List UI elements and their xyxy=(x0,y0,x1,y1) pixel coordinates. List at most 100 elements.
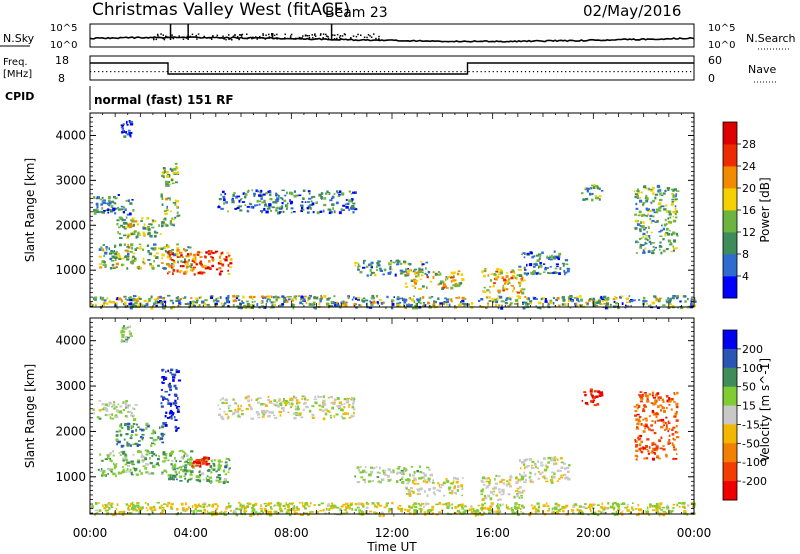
data-cell xyxy=(533,263,535,266)
data-cell xyxy=(292,303,294,306)
data-cell xyxy=(586,302,589,305)
nave-dot xyxy=(363,71,365,73)
data-cell xyxy=(118,258,122,260)
data-cell xyxy=(526,263,528,267)
data-cell xyxy=(496,268,500,271)
data-cell xyxy=(463,511,467,514)
data-cell xyxy=(291,404,294,407)
data-cell xyxy=(577,300,580,303)
data-cell xyxy=(501,490,505,493)
data-cell xyxy=(227,404,231,407)
data-cell xyxy=(187,461,191,464)
data-cell xyxy=(345,205,349,209)
data-cell xyxy=(124,208,127,211)
data-cell xyxy=(408,269,412,272)
data-cell xyxy=(547,456,551,460)
data-cell xyxy=(308,197,312,200)
data-cell xyxy=(147,472,152,475)
data-cell xyxy=(643,404,646,407)
data-cell xyxy=(194,257,197,260)
nave-dot xyxy=(214,71,216,73)
data-cell xyxy=(237,299,241,301)
data-cell xyxy=(667,187,670,190)
data-cell xyxy=(149,506,152,510)
data-cell xyxy=(398,504,402,507)
data-cell xyxy=(162,451,166,453)
data-cell xyxy=(406,493,410,495)
data-cell xyxy=(658,398,661,401)
data-cell xyxy=(675,216,678,219)
data-cell xyxy=(593,404,597,407)
data-cell xyxy=(529,480,533,483)
data-cell xyxy=(315,296,319,300)
data-cell xyxy=(100,210,104,214)
date-label: 02/May/2016 xyxy=(583,2,681,20)
data-cell xyxy=(657,396,661,400)
data-cell xyxy=(507,493,511,496)
data-cell xyxy=(206,505,208,508)
data-cell xyxy=(673,401,676,403)
data-cell xyxy=(102,470,106,473)
data-cell xyxy=(591,395,594,398)
data-cell xyxy=(146,217,150,220)
data-cell xyxy=(177,173,180,176)
data-cell xyxy=(118,297,122,301)
data-cell xyxy=(164,180,169,183)
data-cell xyxy=(136,247,139,249)
data-cell xyxy=(308,294,312,298)
data-cell xyxy=(161,257,163,260)
data-region xyxy=(191,456,211,468)
y-tick-label: 4000 xyxy=(55,334,86,348)
data-cell xyxy=(122,219,126,221)
data-cell xyxy=(682,501,686,505)
data-cell xyxy=(452,272,455,275)
data-cell xyxy=(155,305,158,307)
data-cell xyxy=(160,437,164,440)
data-cell xyxy=(311,416,315,419)
data-cell xyxy=(612,506,616,509)
data-cell xyxy=(655,506,659,509)
data-cell xyxy=(155,256,159,259)
data-cell xyxy=(401,472,405,476)
data-cell xyxy=(161,174,165,177)
data-cell xyxy=(215,470,218,473)
data-cell xyxy=(259,507,263,510)
data-cell xyxy=(487,477,490,480)
data-cell xyxy=(219,464,222,467)
data-cell xyxy=(656,455,660,458)
colorbar-tick-label: 20 xyxy=(742,182,756,195)
data-cell xyxy=(227,410,230,412)
data-cell xyxy=(245,506,247,509)
data-cell xyxy=(105,409,109,412)
data-cell xyxy=(408,297,411,300)
nave-dot xyxy=(202,71,204,73)
data-cell xyxy=(648,393,652,396)
data-cell xyxy=(646,398,649,401)
data-cell xyxy=(113,250,115,253)
data-cell xyxy=(520,511,522,513)
data-cell xyxy=(653,448,656,451)
data-cell xyxy=(172,171,176,174)
data-cell xyxy=(161,434,164,437)
noise-search-dot xyxy=(378,38,380,40)
data-cell xyxy=(560,461,564,464)
data-cell xyxy=(117,403,119,406)
noise-search-dot xyxy=(310,38,312,41)
data-cell xyxy=(333,505,337,508)
data-cell xyxy=(523,481,527,484)
data-cell xyxy=(185,250,187,253)
noise-search-dot xyxy=(158,36,160,38)
data-cell xyxy=(202,271,205,274)
data-cell xyxy=(189,303,193,306)
data-cell xyxy=(439,486,443,489)
data-cell xyxy=(125,470,128,473)
data-cell xyxy=(115,463,118,465)
data-cell xyxy=(651,504,654,508)
data-cell xyxy=(169,416,173,419)
data-cell xyxy=(193,273,196,276)
data-cell xyxy=(181,265,185,268)
data-cell xyxy=(327,208,331,211)
data-cell xyxy=(521,496,523,499)
data-cell xyxy=(194,508,197,511)
data-cell xyxy=(116,219,120,222)
